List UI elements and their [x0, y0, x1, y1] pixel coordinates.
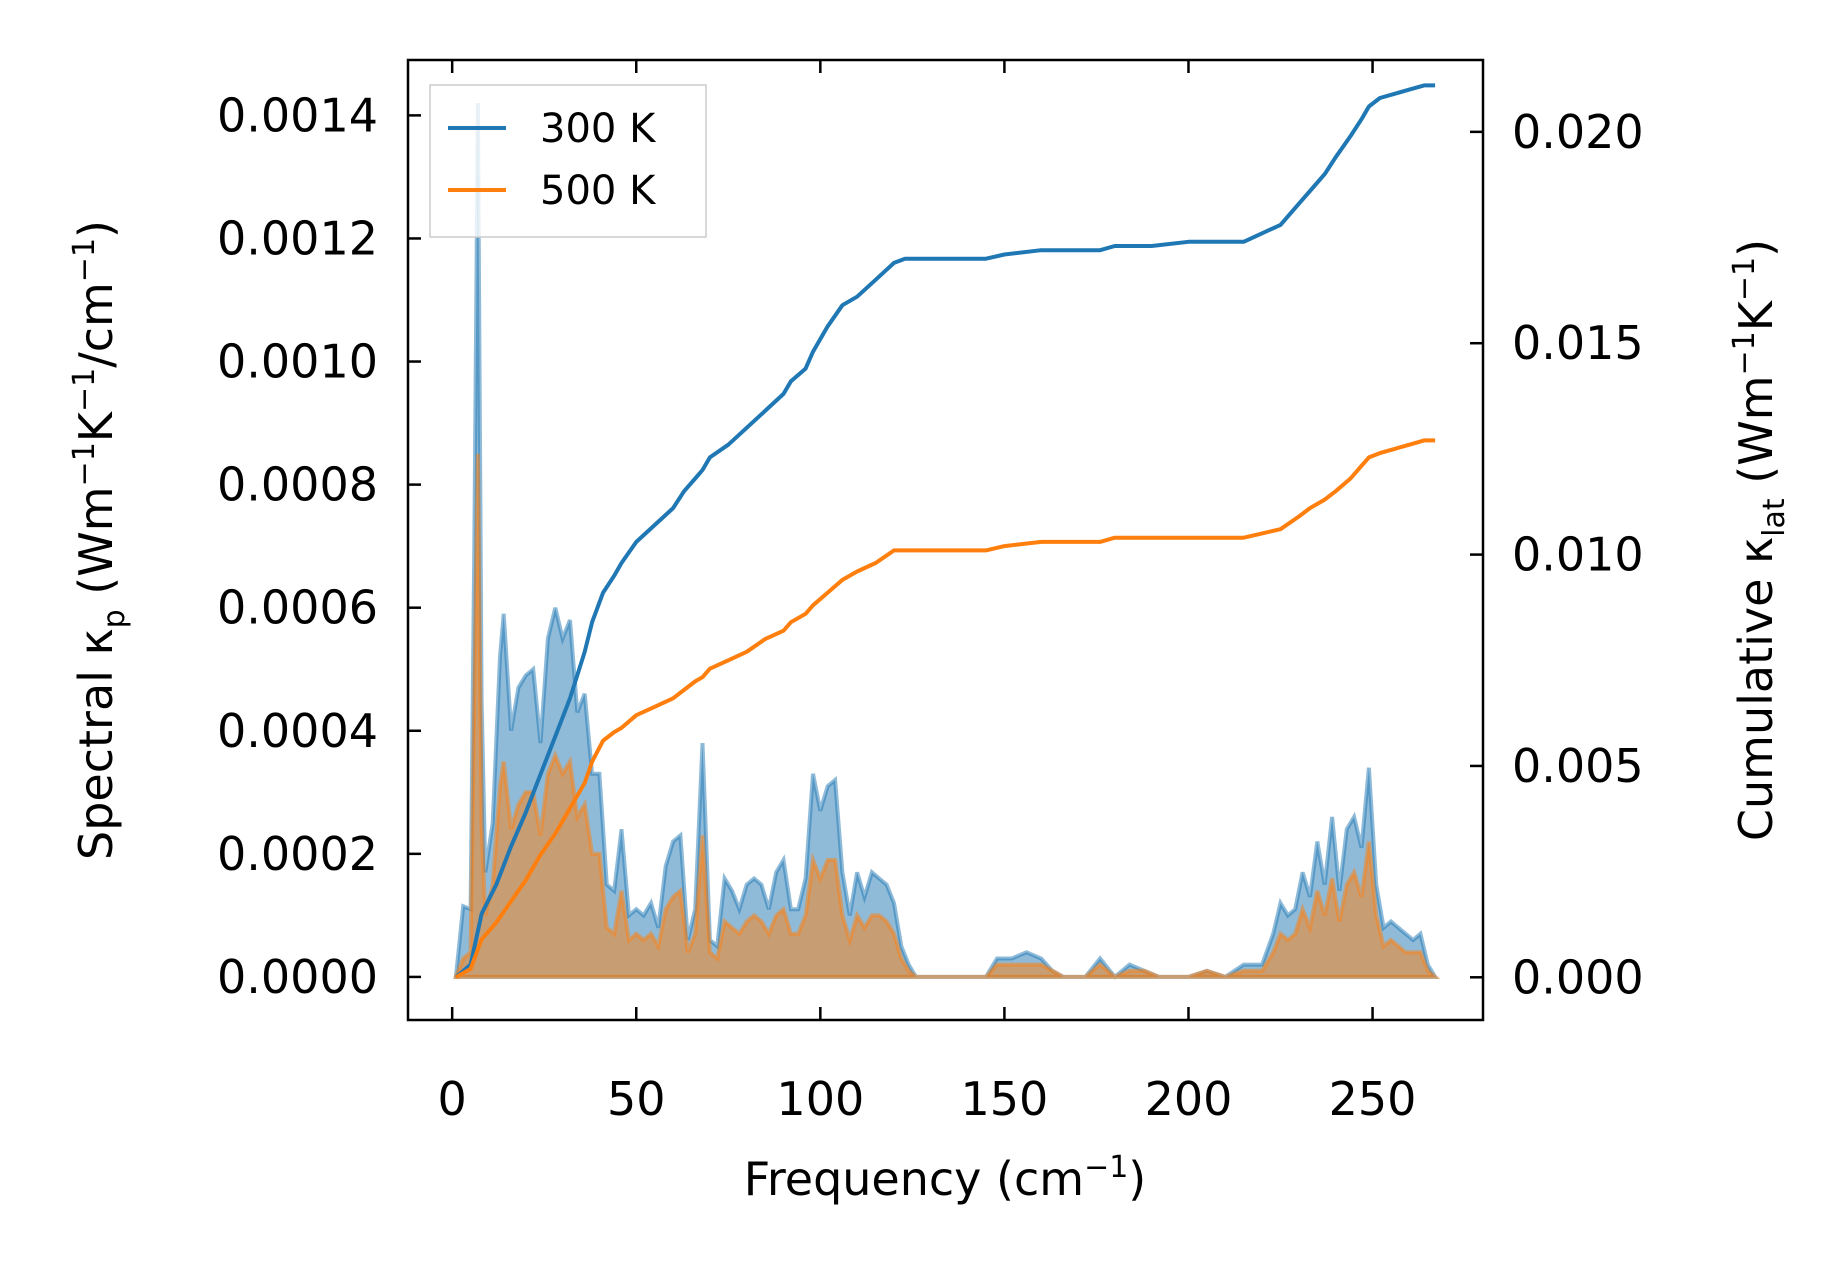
x-tick-label: 100	[776, 1072, 864, 1126]
y-left-tick-label: 0.0002	[217, 827, 378, 881]
x-tick-label: 200	[1145, 1072, 1233, 1126]
cumulative-line-300k	[454, 83, 1436, 979]
x-tick-label: 150	[960, 1072, 1048, 1126]
spectral-areas	[452, 103, 1441, 980]
y-right-tick-label: 0.015	[1512, 316, 1644, 370]
y-right-tick-label: 0.005	[1512, 739, 1644, 793]
y-left-tick-label: 0.0008	[217, 458, 378, 512]
spectral-area-500k	[452, 453, 1441, 980]
y-axis-left-title: Spectral κp (Wm−1K−1/cm−1)	[67, 220, 132, 860]
y-right-tick-label: 0.020	[1512, 105, 1644, 159]
legend: 300 K 500 K	[429, 84, 707, 238]
legend-label-500k: 500 K	[540, 168, 657, 214]
data-lines	[454, 83, 1436, 980]
y-right-tick-label: 0.010	[1512, 528, 1644, 582]
y-left-tick-label: 0.0006	[217, 581, 378, 635]
x-tick-label: 250	[1329, 1072, 1417, 1126]
cumulative-line-500k	[454, 438, 1436, 980]
x-tick-label: 0	[438, 1072, 467, 1126]
y-axis-right-title: Cumulative κlat (Wm−1K−1)	[1727, 239, 1792, 841]
y-right-tick-label: 0.000	[1512, 950, 1644, 1004]
ticks: 0 50 100 150 200 250 0.0000 0.0002 0.0004 0.0006 0…	[217, 60, 1644, 1126]
y-left-tick-label: 0.0004	[217, 704, 378, 758]
x-tick-label: 50	[607, 1072, 666, 1126]
plot-frame	[406, 58, 1485, 1022]
legend-label-300k: 300 K	[540, 106, 657, 152]
legend-box	[429, 84, 707, 238]
y-left-tick-label: 0.0014	[217, 88, 378, 142]
y-left-tick-label: 0.0010	[217, 335, 378, 389]
y-left-tick-label: 0.0000	[217, 950, 378, 1004]
y-left-tick-label: 0.0012	[217, 211, 378, 265]
x-axis-title: Frequency (cm−1)	[744, 1150, 1147, 1206]
